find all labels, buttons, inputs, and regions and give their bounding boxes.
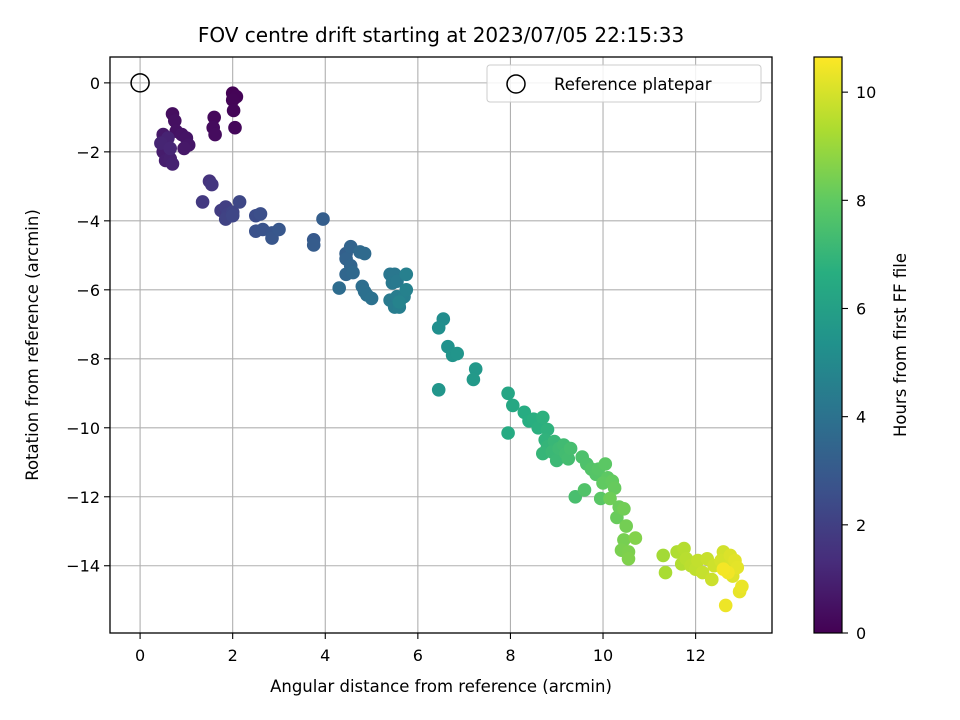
- scatter-point: [603, 491, 617, 506]
- scatter-point: [563, 441, 578, 456]
- scatter-point: [466, 372, 481, 387]
- scatter-point: [677, 541, 691, 556]
- colorbar-tick-label: 4: [856, 408, 866, 427]
- scatter-point: [346, 265, 360, 280]
- legend-entry-reference-platepar: Reference platepar: [554, 75, 712, 94]
- y-axis-ticks: 0 −2 −4 −6 −8 −10 −12 −14: [66, 74, 110, 576]
- colorbar-ticks: 0 2 4 6 8 10: [842, 83, 876, 643]
- scatter-point: [593, 491, 608, 506]
- y-tick-label: −2: [76, 143, 100, 162]
- scatter-point: [506, 398, 520, 413]
- legend: Reference platepar: [486, 64, 762, 103]
- scatter-point: [735, 579, 749, 594]
- colorbar-tick-label: 2: [856, 516, 866, 535]
- scatter-point: [468, 362, 483, 376]
- x-tick-label: 12: [685, 646, 705, 665]
- x-axis-label: Angular distance from reference (arcmin): [270, 677, 612, 696]
- x-axis-ticks: 0 2 4 6 8 10 12: [135, 633, 706, 665]
- scatter-point: [207, 110, 221, 125]
- scatter-point: [272, 222, 286, 237]
- y-tick-label: 0: [90, 74, 100, 93]
- colorbar-tick-label: 10: [856, 83, 876, 102]
- plot-frame: [109, 56, 773, 634]
- reference-platepar-marker: [130, 73, 150, 93]
- scatter-point: [357, 246, 372, 261]
- scatter-point: [431, 321, 446, 335]
- scatter-point: [628, 531, 643, 545]
- scatter-point: [163, 141, 177, 156]
- colorbar-gradient: [813, 56, 843, 634]
- scatter-point: [390, 274, 404, 289]
- data-points: [154, 86, 749, 613]
- scatter-point: [165, 157, 180, 171]
- gridlines: [110, 57, 772, 633]
- scatter-point: [364, 291, 379, 306]
- y-tick-label: −6: [76, 281, 100, 300]
- scatter-point: [501, 386, 515, 401]
- x-tick-label: 8: [505, 646, 515, 665]
- scatter-point: [225, 93, 240, 107]
- scatter-point: [392, 295, 407, 309]
- scatter-point: [205, 177, 219, 192]
- scatter-point: [598, 457, 613, 471]
- y-tick-label: −8: [76, 350, 100, 369]
- y-tick-label: −4: [76, 212, 100, 231]
- y-axis-label: Rotation from reference (arcmin): [23, 209, 42, 481]
- colorbar-tick-label: 6: [856, 299, 866, 318]
- scatter-point: [306, 238, 321, 252]
- scatter-point: [399, 267, 414, 282]
- legend-box: [486, 64, 762, 103]
- scatter-point: [621, 552, 636, 566]
- scatter-point: [450, 346, 465, 361]
- colorbar-tick-label: 0: [856, 624, 866, 643]
- scatter-point: [619, 519, 633, 533]
- y-tick-label: −12: [66, 488, 100, 507]
- scatter-point: [577, 483, 592, 497]
- x-tick-label: 2: [228, 646, 238, 665]
- scatter-point: [168, 114, 182, 128]
- scatter-point: [228, 120, 242, 135]
- colorbar-label: Hours from first FF file: [891, 253, 910, 437]
- chart-title: FOV centre drift starting at 2023/07/05 …: [198, 23, 684, 47]
- scatter-point: [431, 383, 446, 397]
- scatter-point: [561, 452, 576, 466]
- y-tick-label: −10: [66, 419, 100, 438]
- scatter-point: [253, 207, 268, 221]
- scatter-point: [658, 565, 673, 580]
- scatter-point: [617, 502, 631, 516]
- scatter-point: [399, 283, 414, 297]
- scatter-point: [549, 453, 564, 468]
- scatter-point: [316, 212, 330, 226]
- scatter-point: [225, 208, 240, 223]
- scatter-point: [617, 533, 631, 547]
- x-tick-label: 0: [135, 646, 145, 665]
- scatter-point: [540, 422, 555, 437]
- legend-marker: [506, 74, 526, 94]
- scatter-point: [607, 481, 622, 495]
- scatter-point: [195, 195, 210, 209]
- scatter-point: [208, 127, 222, 142]
- colorbar-tick-label: 8: [856, 191, 866, 210]
- scatter-point: [226, 103, 241, 118]
- scatter-point: [232, 195, 247, 209]
- scatter-point: [716, 562, 731, 576]
- scatter-point: [536, 410, 550, 425]
- colorbar: 0 2 4 6 8 10 Hours from first FF file: [813, 56, 910, 643]
- scatter-point: [501, 426, 515, 440]
- x-tick-label: 6: [413, 646, 423, 665]
- scatter-point: [332, 281, 347, 295]
- scatter-point: [177, 141, 191, 156]
- scatter-point: [705, 572, 719, 587]
- scatter-point: [718, 598, 733, 613]
- scatter-point: [656, 548, 670, 563]
- x-tick-label: 10: [593, 646, 613, 665]
- y-tick-label: −14: [66, 557, 100, 576]
- x-tick-label: 4: [320, 646, 330, 665]
